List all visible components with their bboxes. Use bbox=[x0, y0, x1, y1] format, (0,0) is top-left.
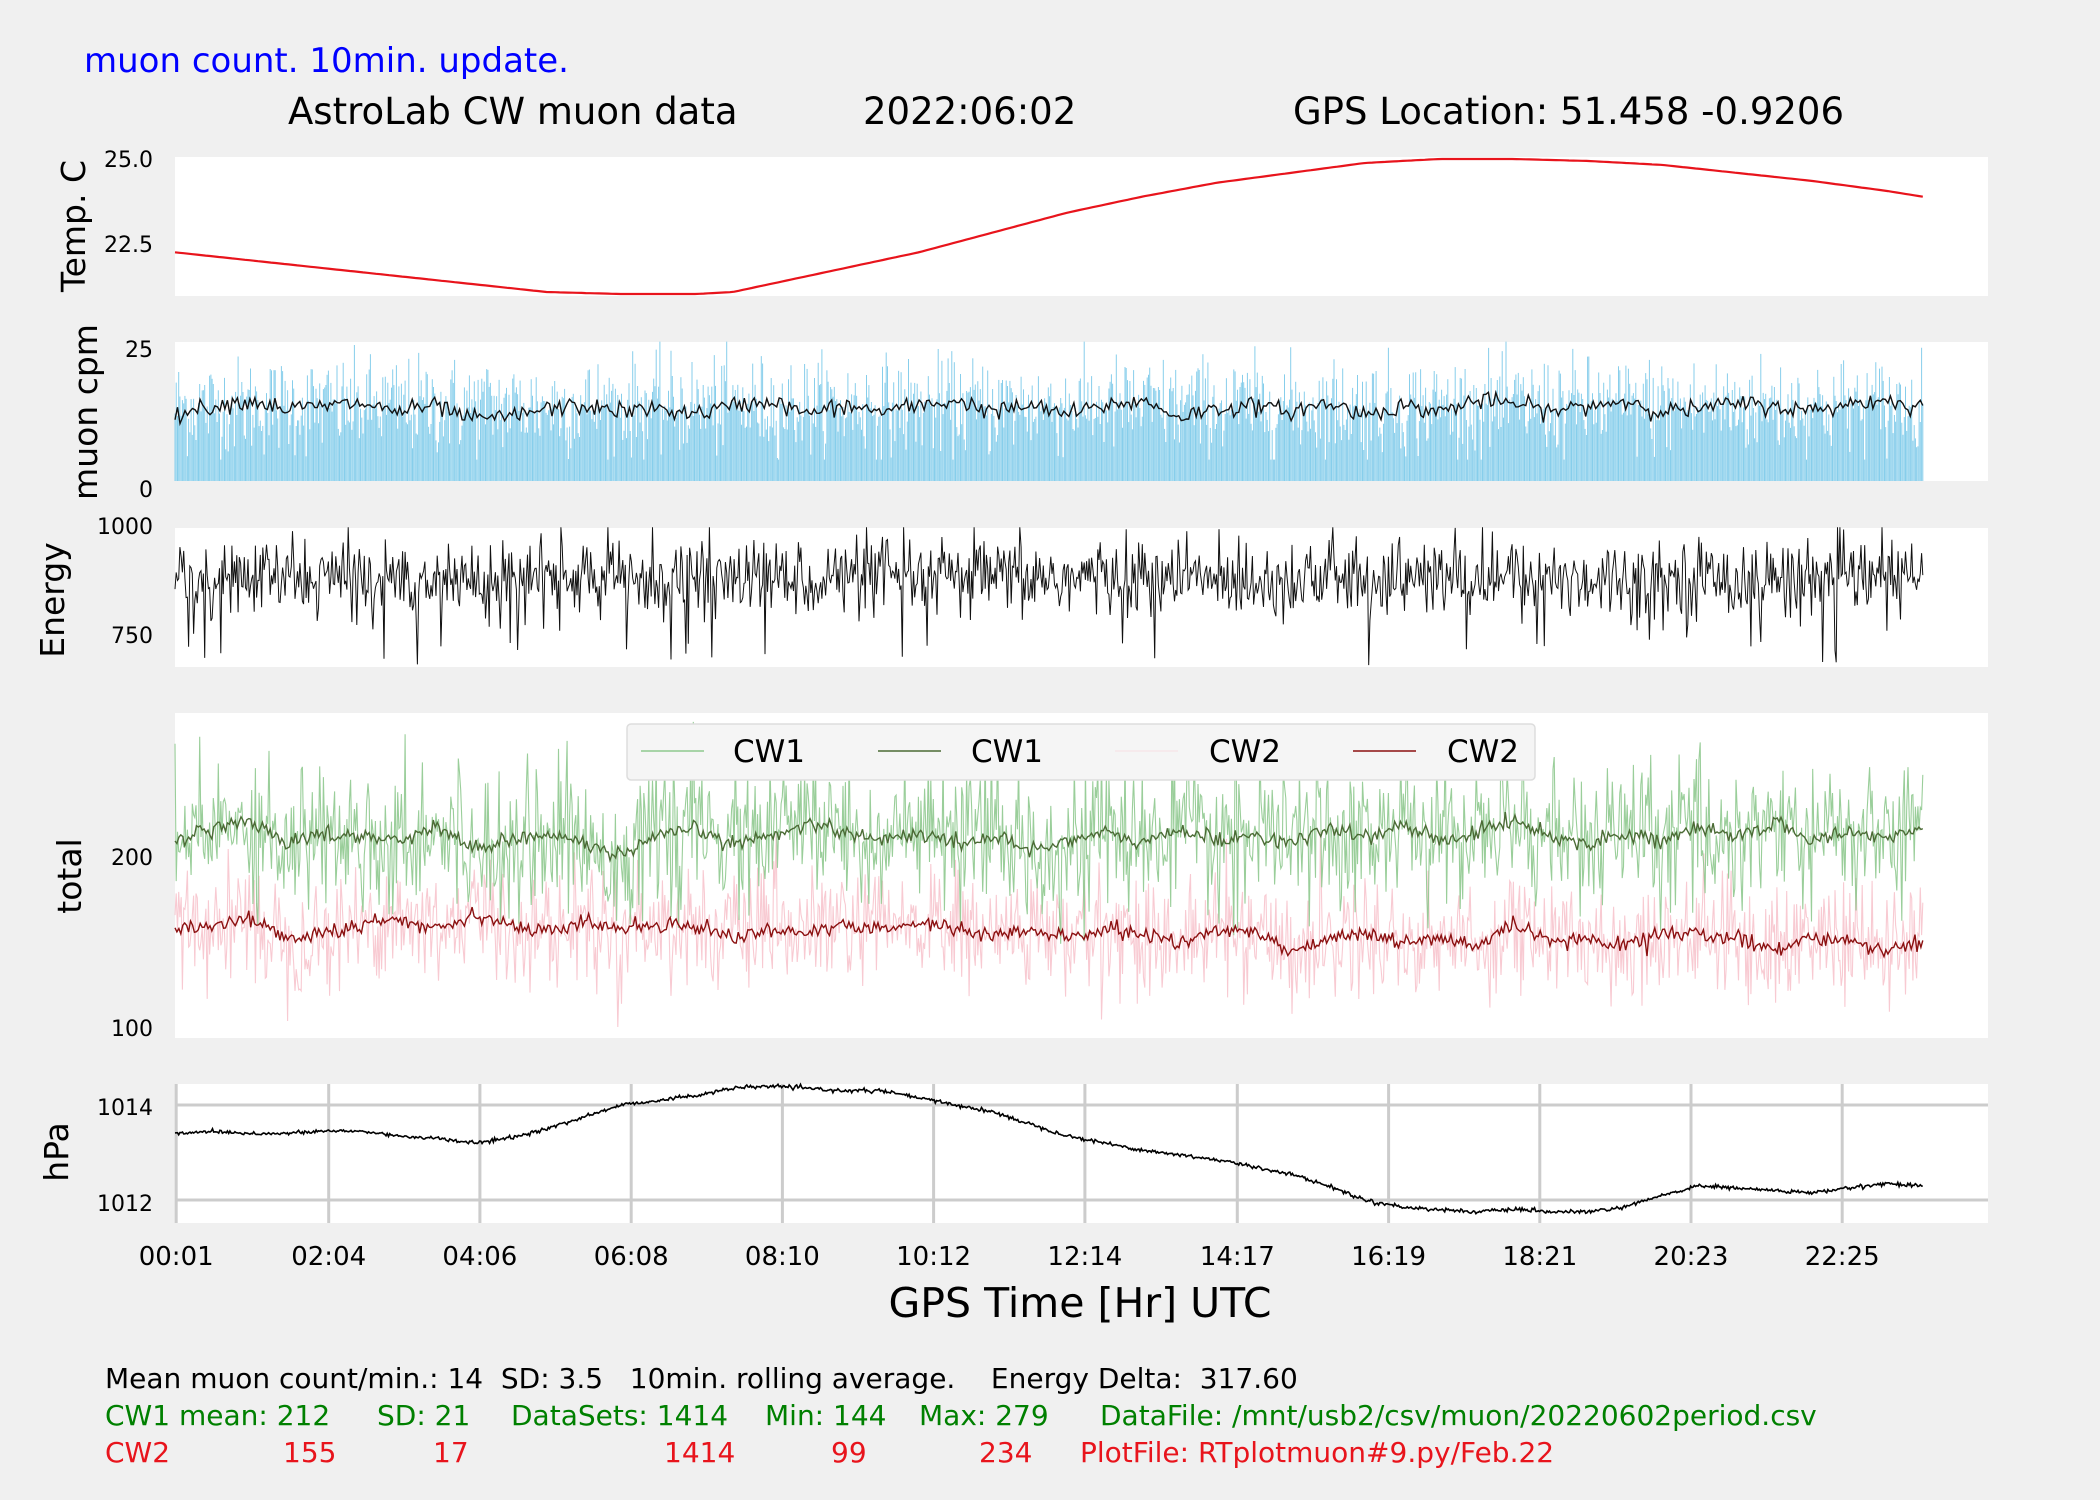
cw1-rolling-line bbox=[174, 812, 1924, 864]
cw1-datasets: DataSets: 1414 bbox=[511, 1399, 728, 1432]
temperature-ytick: 22.5 bbox=[104, 233, 153, 258]
cw2-sd: 17 bbox=[433, 1436, 469, 1469]
pressure-line bbox=[174, 1082, 1923, 1216]
cw2-label: CW2 bbox=[105, 1436, 170, 1469]
total-ytick: 200 bbox=[111, 846, 153, 871]
x-tick-label: 14:17 bbox=[1200, 1242, 1275, 1272]
energy-ylabel: Energy bbox=[33, 542, 72, 658]
energy-series bbox=[174, 527, 1924, 666]
pressure-grid bbox=[174, 1084, 1988, 1223]
energy-ytick: 750 bbox=[111, 624, 153, 649]
x-axis-ticks: 00:01 02:04 04:06 06:08 08:10 10:12 12:14 14:17… bbox=[139, 1242, 1880, 1272]
footer-summary: Mean muon count/min.: 14 SD: 3.5 10min. … bbox=[105, 1362, 1298, 1395]
muon-cpm-ylabel: muon cpm bbox=[66, 324, 105, 500]
footer-cw2-stats: CW2 155 17 1414 99 234 PlotFile: RTplotm… bbox=[105, 1436, 1554, 1469]
temperature-ylabel: Temp. C bbox=[54, 160, 93, 293]
cw2-min: 99 bbox=[831, 1436, 867, 1469]
total-legend: CW1 CW1 CW2 CW2 bbox=[626, 723, 1536, 781]
x-tick-label: 12:14 bbox=[1047, 1242, 1122, 1272]
cw1-sd: SD: 21 bbox=[377, 1399, 470, 1432]
temperature-line bbox=[174, 157, 1923, 296]
total-ytick: 100 bbox=[111, 1017, 153, 1042]
pressure-series bbox=[174, 1082, 1923, 1216]
temperature-ytick: 25.0 bbox=[104, 148, 153, 173]
legend-box bbox=[626, 723, 1536, 781]
gps-location: GPS Location: 51.458 -0.9206 bbox=[1293, 90, 1844, 133]
figure-subtitle: muon count. 10min. update. bbox=[84, 41, 569, 81]
legend-label: CW1 bbox=[971, 734, 1043, 770]
muon-cpm-rolling-line bbox=[174, 389, 1924, 427]
pressure-ylabel: hPa bbox=[37, 1122, 76, 1182]
energy-line bbox=[174, 527, 1924, 666]
x-tick-label: 20:23 bbox=[1654, 1242, 1729, 1272]
x-tick-label: 02:04 bbox=[291, 1242, 366, 1272]
total-series bbox=[174, 721, 1924, 1028]
muon-cpm-ytick: 0 bbox=[139, 478, 153, 503]
data-file: DataFile: /mnt/usb2/csv/muon/20220602per… bbox=[1100, 1399, 1817, 1432]
figure-title: AstroLab CW muon data bbox=[288, 90, 738, 133]
cw2-datasets: 1414 bbox=[664, 1436, 735, 1469]
x-tick-label: 18:21 bbox=[1502, 1242, 1577, 1272]
cw2-raw-line bbox=[174, 831, 1924, 1028]
footer-cw1-stats: CW1 mean: 212 SD: 21 DataSets: 1414 Min:… bbox=[105, 1399, 1817, 1432]
x-tick-label: 16:19 bbox=[1351, 1242, 1426, 1272]
legend-label: CW2 bbox=[1209, 734, 1281, 770]
muon-cpm-ytick: 25 bbox=[125, 338, 153, 363]
x-tick-label: 04:06 bbox=[442, 1242, 517, 1272]
cw2-max: 234 bbox=[979, 1436, 1032, 1469]
temperature-series bbox=[174, 157, 1923, 296]
cw1-raw-line bbox=[174, 721, 1924, 944]
x-tick-label: 10:12 bbox=[896, 1242, 971, 1272]
cw1-max: Max: 279 bbox=[919, 1399, 1049, 1432]
legend-label: CW2 bbox=[1447, 734, 1519, 770]
total-ylabel: total bbox=[50, 838, 89, 913]
x-tick-label: 22:25 bbox=[1805, 1242, 1880, 1272]
x-tick-label: 00:01 bbox=[139, 1242, 214, 1272]
cw1-min: Min: 144 bbox=[765, 1399, 886, 1432]
cw1-mean: CW1 mean: 212 bbox=[105, 1399, 330, 1432]
legend-label: CW1 bbox=[733, 734, 805, 770]
x-tick-label: 06:08 bbox=[594, 1242, 669, 1272]
pressure-ytick: 1012 bbox=[97, 1192, 153, 1217]
cw2-rolling-line bbox=[174, 906, 1924, 959]
x-tick-label: 08:10 bbox=[745, 1242, 820, 1272]
temperature-panel bbox=[175, 157, 1988, 296]
cw2-mean: 155 bbox=[283, 1436, 336, 1469]
figure-date: 2022:06:02 bbox=[863, 90, 1076, 133]
energy-ytick: 1000 bbox=[97, 515, 153, 540]
x-axis-label: GPS Time [Hr] UTC bbox=[889, 1279, 1272, 1327]
pressure-ytick: 1014 bbox=[97, 1096, 153, 1121]
muon-cpm-rolling-average bbox=[174, 389, 1924, 427]
plot-file: PlotFile: RTplotmuon#9.py/Feb.22 bbox=[1080, 1436, 1554, 1469]
